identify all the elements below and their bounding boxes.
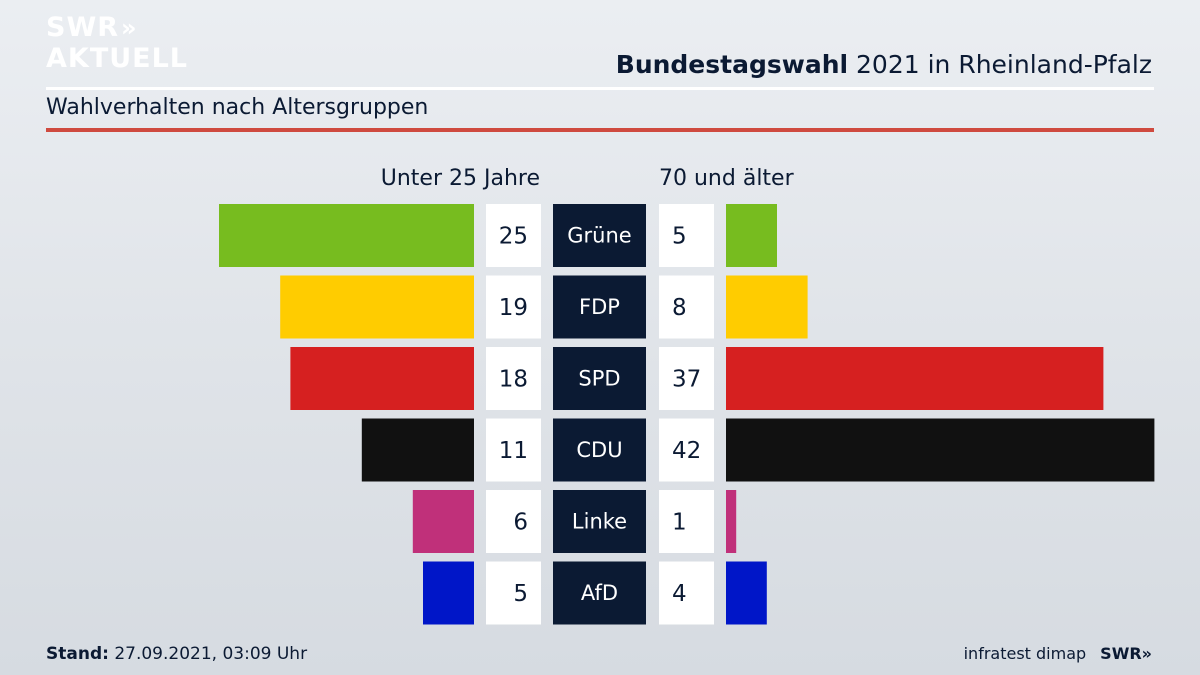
source-credit: infratest dimap SWR» [964,644,1152,663]
timestamp-value: 27.09.2021, 03:09 Uhr [114,644,308,664]
bar-left-gruene [219,204,474,267]
party-box-gruene [553,204,646,267]
value-left-linke: 6 [513,510,528,536]
party-label-afd: AfD [581,581,618,605]
swr-footer-logo: SWR» [1100,644,1152,663]
value-right-fdp: 8 [672,295,687,321]
party-label-gruene: Grüne [567,224,631,248]
value-box-right-linke [659,490,714,553]
value-box-left-cdu [486,418,541,482]
value-left-fdp: 19 [499,295,528,321]
bar-right-afd [726,561,767,625]
value-left-gruene: 25 [499,224,528,250]
party-label-fdp: FDP [579,295,620,319]
bar-right-gruene [726,204,777,267]
party-label-linke: Linke [572,510,627,534]
party-box-cdu [553,418,646,482]
value-box-right-gruene [659,204,714,267]
value-box-left-afd [486,561,541,625]
value-left-cdu: 11 [499,438,528,464]
value-right-afd: 4 [672,581,687,607]
value-box-right-fdp [659,275,714,339]
bar-right-spd [726,347,1104,410]
bar-right-linke [726,490,737,553]
value-left-spd: 18 [499,367,528,393]
party-box-linke [553,490,646,553]
bar-left-afd [423,561,474,625]
party-label-spd: SPD [578,367,620,391]
bar-left-cdu [361,418,474,482]
column-label-left: Unter 25 Jahre [380,166,540,191]
header-divider [46,87,1154,90]
swr-aktuell-logo: SWR» AKTUELL [46,14,188,73]
value-box-left-fdp [486,275,541,339]
value-box-left-gruene [486,204,541,267]
bar-right-fdp [726,275,808,339]
subtitle-divider [46,128,1154,132]
timestamp-label: Stand: [46,644,109,664]
value-right-cdu: 42 [672,438,701,464]
party-box-afd [553,561,646,625]
source-text: infratest dimap [963,644,1087,663]
bar-right-cdu [726,418,1155,482]
bar-left-spd [290,347,474,410]
value-right-spd: 37 [672,367,701,393]
value-box-right-afd [659,561,714,625]
logo-text-swr: SWR [46,12,120,43]
timestamp: Stand: 27.09.2021, 03:09 Uhr [46,644,307,664]
subtitle: Wahlverhalten nach Altersgruppen [46,95,429,120]
page-title: Bundestagswahl 2021 in Rheinland-Pfalz [616,50,1152,79]
party-label-cdu: CDU [576,438,622,462]
column-label-right: 70 und älter [659,166,794,191]
party-box-spd [553,347,646,410]
value-box-left-spd [486,347,541,410]
value-box-right-spd [659,347,714,410]
logo-text-aktuell: AKTUELL [46,43,189,74]
value-right-linke: 1 [672,510,687,536]
value-right-gruene: 5 [672,224,687,250]
value-box-left-linke [486,490,541,553]
bar-left-linke [412,490,474,553]
title-rest: 2021 in Rheinland-Pfalz [856,50,1152,79]
bar-left-fdp [280,275,474,339]
title-bold: Bundestagswahl [615,50,849,79]
value-left-afd: 5 [513,581,528,607]
party-box-fdp [553,275,646,339]
value-box-right-cdu [659,418,714,482]
